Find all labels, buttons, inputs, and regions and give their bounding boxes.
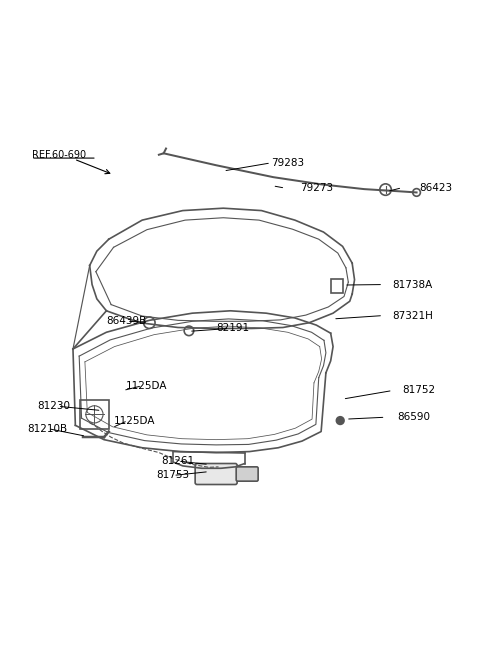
Text: 79283: 79283	[271, 158, 304, 168]
Text: 86423: 86423	[419, 183, 452, 193]
Text: REF.60-690: REF.60-690	[33, 150, 86, 160]
Text: 82191: 82191	[216, 324, 249, 333]
FancyBboxPatch shape	[80, 400, 109, 428]
Text: 1125DA: 1125DA	[114, 415, 155, 426]
Text: 87321H: 87321H	[393, 310, 433, 320]
FancyBboxPatch shape	[195, 464, 237, 485]
FancyBboxPatch shape	[331, 279, 343, 293]
Text: 86439B: 86439B	[107, 316, 146, 326]
Text: 81752: 81752	[402, 386, 435, 396]
Text: 81210B: 81210B	[28, 424, 68, 434]
Text: 81738A: 81738A	[393, 280, 433, 290]
Text: 81261: 81261	[161, 456, 194, 466]
Text: 81753: 81753	[156, 470, 190, 480]
FancyBboxPatch shape	[236, 467, 258, 481]
Text: 81230: 81230	[37, 402, 70, 411]
Text: 86590: 86590	[397, 412, 431, 422]
Circle shape	[336, 417, 344, 424]
Text: 79273: 79273	[300, 183, 333, 193]
Text: 1125DA: 1125DA	[125, 381, 167, 391]
